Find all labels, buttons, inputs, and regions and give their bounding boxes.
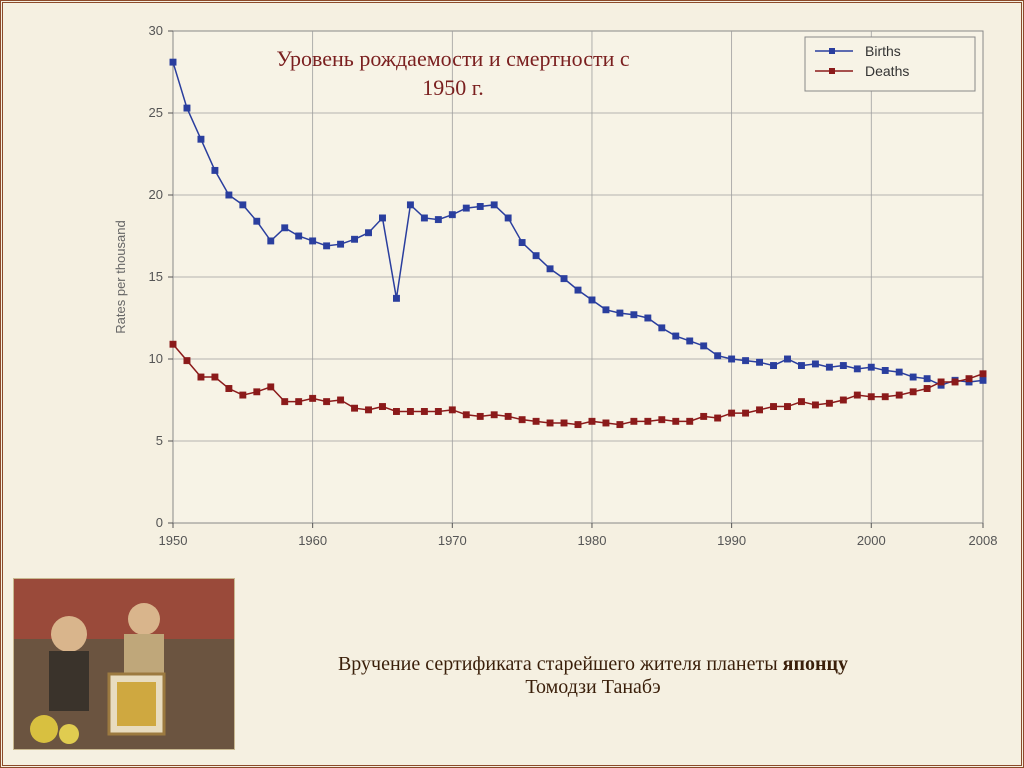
svg-text:1980: 1980 (578, 533, 607, 548)
caption-suffix: Томодзи Танабэ (525, 676, 660, 698)
svg-text:10: 10 (149, 351, 163, 366)
chart-title-line1: Уровень рождаемости и смертности с (276, 46, 629, 71)
svg-text:Deaths: Deaths (865, 63, 909, 79)
svg-text:2008: 2008 (969, 533, 998, 548)
certificate-photo (13, 578, 235, 750)
svg-text:1990: 1990 (717, 533, 746, 548)
svg-text:2000: 2000 (857, 533, 886, 548)
svg-text:30: 30 (149, 23, 163, 38)
svg-text:Rates per thousand: Rates per thousand (113, 220, 128, 333)
svg-text:15: 15 (149, 269, 163, 284)
chart-title-line2: 1950 г. (422, 75, 484, 100)
chart-title: Уровень рождаемости и смертности с 1950 … (103, 45, 803, 102)
svg-text:1970: 1970 (438, 533, 467, 548)
svg-text:25: 25 (149, 105, 163, 120)
caption-bold: японцу (783, 653, 848, 675)
photo-caption: Вручение сертификата старейшего жителя п… (253, 653, 933, 699)
page-root: Уровень рождаемости и смертности с 1950 … (0, 0, 1024, 768)
svg-text:1950: 1950 (159, 533, 188, 548)
rates-chart: Уровень рождаемости и смертности с 1950 … (103, 13, 1003, 573)
svg-text:5: 5 (156, 433, 163, 448)
photo-placeholder-svg (14, 579, 234, 749)
caption-prefix: Вручение сертификата старейшего жителя п… (338, 653, 783, 675)
svg-text:0: 0 (156, 515, 163, 530)
svg-text:20: 20 (149, 187, 163, 202)
svg-text:1960: 1960 (298, 533, 327, 548)
svg-text:Births: Births (865, 43, 901, 59)
